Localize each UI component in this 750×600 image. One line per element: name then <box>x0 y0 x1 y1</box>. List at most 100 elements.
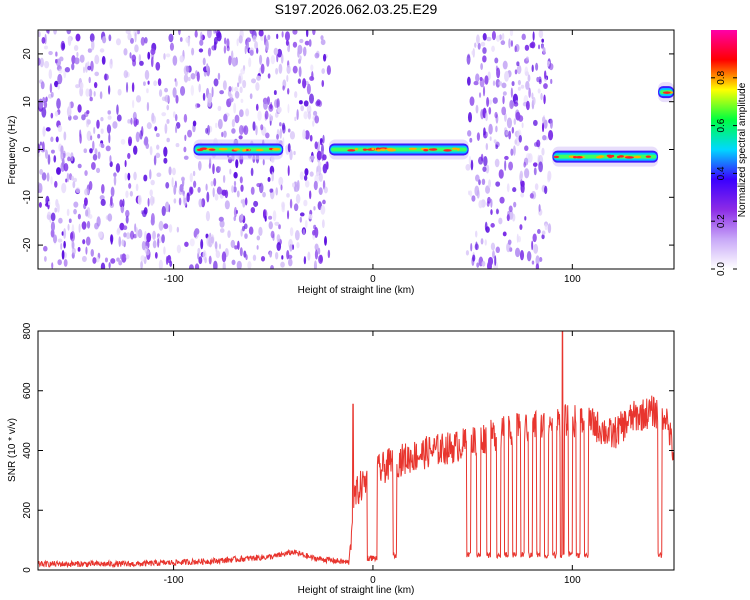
noise-blob <box>183 113 188 123</box>
noise-blob <box>276 98 280 109</box>
noise-blob <box>531 92 534 100</box>
noise-blob <box>501 106 507 116</box>
noise-blob <box>470 242 473 252</box>
noise-blob <box>276 133 279 140</box>
spectrogram-y-tick-label: 10 <box>22 96 33 108</box>
snr-y-tick-label: 800 <box>22 322 33 339</box>
noise-blob <box>282 85 285 91</box>
noise-blob <box>53 30 57 35</box>
noise-blob <box>280 53 284 64</box>
noise-blob <box>104 73 107 81</box>
noise-blob <box>312 229 316 236</box>
noise-blob <box>475 174 480 182</box>
noise-blob <box>110 258 116 264</box>
noise-blob <box>187 76 191 82</box>
noise-blob <box>116 227 121 234</box>
noise-blob <box>129 190 133 197</box>
noise-blob <box>184 241 189 247</box>
noise-blob <box>485 143 489 151</box>
noise-blob <box>154 126 158 132</box>
trace-peak <box>233 148 241 151</box>
noise-blob <box>496 67 501 79</box>
noise-blob <box>534 183 539 191</box>
noise-blob <box>511 126 515 134</box>
noise-blob <box>163 246 166 255</box>
noise-blob <box>533 243 539 254</box>
noise-blob <box>198 83 201 93</box>
noise-blob <box>313 260 317 269</box>
noise-blob <box>264 110 269 120</box>
noise-blob <box>134 32 137 43</box>
noise-blob <box>524 44 530 51</box>
noise-blob <box>541 122 545 133</box>
noise-blob <box>512 145 516 156</box>
noise-blob <box>56 167 61 175</box>
noise-blob <box>487 71 491 81</box>
noise-blob <box>472 254 476 262</box>
noise-blob <box>543 119 548 129</box>
noise-blob <box>196 71 200 82</box>
noise-blob <box>193 180 197 188</box>
noise-blob <box>289 244 293 252</box>
noise-blob <box>320 35 324 41</box>
noise-blob <box>477 42 481 50</box>
noise-blob <box>213 30 216 35</box>
noise-blob <box>226 38 230 49</box>
noise-blob <box>129 230 135 240</box>
noise-blob <box>282 124 286 134</box>
noise-blob <box>213 78 219 87</box>
noise-blob <box>515 111 521 121</box>
spectrogram-x-tick-label: 100 <box>564 274 581 285</box>
colorbar: 0.0 0.2 0.4 0.6 0.8 Normalized spectral ampl… <box>711 30 748 276</box>
noise-blob <box>289 149 293 161</box>
noise-blob <box>135 227 138 238</box>
noise-blob <box>178 197 182 206</box>
snr-y-axis: 0 200 400 600 800 <box>22 322 674 573</box>
noise-blob <box>299 212 305 217</box>
noise-blob <box>466 54 471 65</box>
noise-blob <box>234 245 238 250</box>
noise-blob <box>476 262 480 268</box>
noise-blob <box>287 103 290 114</box>
noise-blob <box>146 88 149 94</box>
noise-blob <box>155 152 161 159</box>
noise-blob <box>125 209 130 218</box>
noise-blob <box>184 134 187 142</box>
noise-blob <box>281 255 284 260</box>
noise-blob <box>83 148 88 154</box>
noise-blob <box>91 39 95 51</box>
noise-blob <box>71 247 76 255</box>
noise-blob <box>173 184 177 195</box>
noise-blob <box>482 32 487 41</box>
noise-blob <box>65 152 71 157</box>
noise-blob <box>309 76 315 81</box>
noise-blob <box>215 250 221 259</box>
noise-blob <box>227 230 231 238</box>
noise-blob <box>38 31 41 38</box>
noise-blob <box>91 161 96 170</box>
noise-blob <box>541 147 545 156</box>
noise-blob <box>146 232 152 243</box>
noise-blob <box>286 193 290 198</box>
noise-blob <box>190 72 196 80</box>
noise-blob <box>183 146 187 153</box>
noise-blob <box>169 42 175 51</box>
noise-blob <box>307 251 311 261</box>
noise-blob <box>296 109 299 121</box>
noise-blob <box>483 155 488 167</box>
noise-blob <box>256 75 261 81</box>
noise-blob <box>547 174 551 183</box>
noise-blob <box>152 240 157 249</box>
noise-blob <box>317 247 321 255</box>
noise-blob <box>156 144 160 150</box>
noise-blob <box>57 259 62 266</box>
noise-blob <box>314 115 320 124</box>
noise-blob <box>278 224 281 230</box>
noise-blob <box>207 124 210 136</box>
noise-blob <box>240 213 244 221</box>
noise-blob <box>218 243 222 250</box>
noise-blob <box>154 251 158 259</box>
noise-blob <box>221 131 224 138</box>
noise-blob <box>469 137 473 143</box>
trace-peak <box>443 149 452 152</box>
